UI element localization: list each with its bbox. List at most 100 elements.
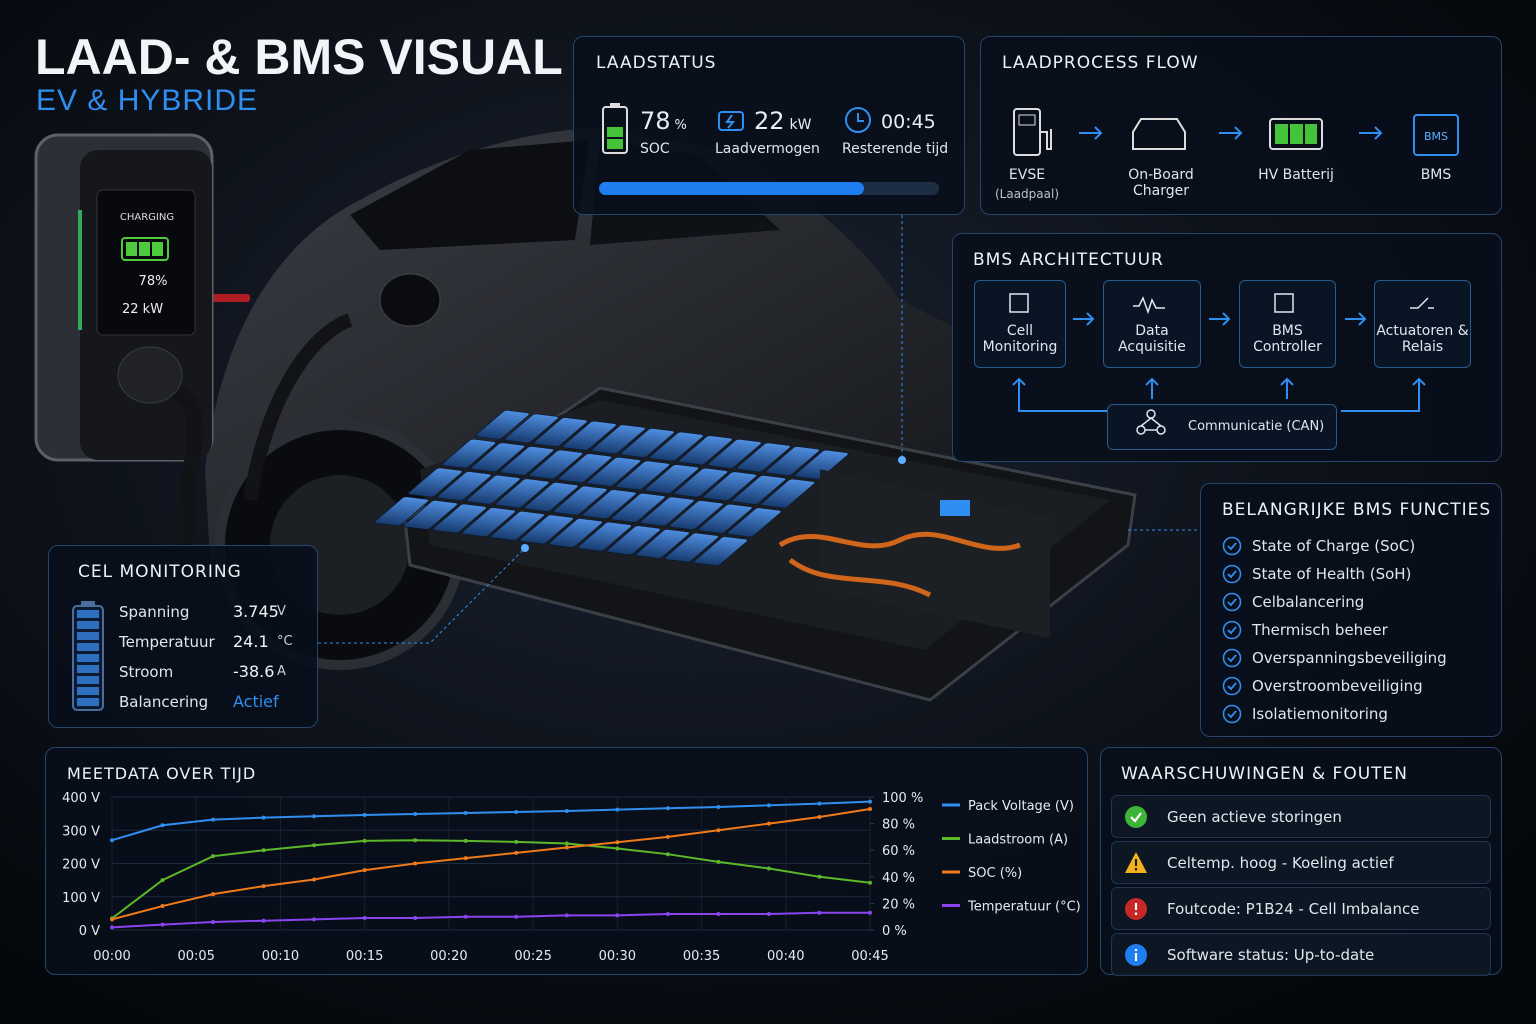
cell-row-unit: °C: [277, 634, 293, 649]
progress-bar: [599, 182, 865, 195]
screen-battery-cell: [126, 242, 137, 256]
check-icon-mark: [1227, 710, 1237, 719]
page-subtitle: EV & HYBRIDE: [36, 84, 259, 117]
arch-arrows: [1012, 312, 1426, 412]
charger-screen: [96, 189, 196, 336]
battery-cell: [490, 510, 546, 541]
battery-cell: [639, 496, 695, 527]
battery-cell: [726, 507, 782, 538]
check-icon-mark: [1227, 626, 1237, 635]
check-icon: [1222, 704, 1242, 724]
chart-title: MEETDATA OVER TIJD: [67, 764, 257, 783]
battery-cell: [794, 449, 850, 480]
warning-icon: [1125, 806, 1147, 828]
power-readout: 22 kW: [754, 107, 812, 135]
screen-battery: [121, 237, 169, 261]
warning-text: Software status: Up-to-date: [1167, 946, 1375, 964]
evse-icon: [1013, 108, 1041, 156]
flow-node-label: BMS: [1420, 167, 1452, 183]
plug: [117, 346, 183, 404]
check-icon-mark: [1227, 542, 1237, 551]
charge-port: [379, 273, 441, 327]
battery-cell: [523, 482, 579, 512]
flow-node-sublabel: (Laadpaal): [994, 187, 1060, 201]
cell-row-value: 24.1: [233, 632, 269, 651]
charger-status: CHARGING: [119, 212, 175, 223]
cell-icon-bar: [77, 676, 99, 684]
cell-row-value: Actief: [233, 692, 279, 711]
battery-cell: [697, 503, 753, 534]
battery-cell: [552, 485, 608, 516]
battery-cell: [548, 518, 604, 548]
function-item: Celbalancering: [1252, 593, 1365, 611]
battery-cell: [528, 449, 584, 480]
cell-icon-bar: [77, 621, 99, 629]
cell-row-unit: V: [277, 604, 286, 619]
cell-row-label: Spanning: [119, 603, 190, 621]
cell-icon-bar: [77, 687, 99, 695]
panel-title: BELANGRIJKE BMS FUNCTIES: [1222, 500, 1492, 520]
laadstatus-icons: [602, 103, 871, 154]
warning-icon: [1125, 898, 1147, 920]
battery-cell: [635, 529, 691, 559]
warnings-panel: WAARSCHUWINGEN & FOUTEN Geen actieve sto…: [1100, 747, 1502, 976]
evse-icon-cable: [1040, 129, 1052, 150]
icon-bg: [1125, 806, 1147, 828]
check-icon: [1222, 676, 1242, 696]
warning-row: Software status: Up-to-date: [1111, 933, 1491, 976]
battery-cell: [586, 456, 642, 487]
function-item: Overstroombeveiliging: [1252, 677, 1423, 695]
battery-cell: [557, 453, 613, 483]
battery-cell: [499, 446, 555, 476]
battery-cell: [403, 500, 459, 530]
check-icon-ring: [1222, 564, 1242, 584]
warning-row: Foutcode: P1B24 - Cell Imbalance: [1111, 887, 1491, 930]
panel-title: LAADSTATUS: [596, 53, 717, 73]
soc-value: 78: [640, 107, 671, 135]
battery-icon-level: [607, 139, 623, 149]
panel-title: LAADPROCESS FLOW: [1002, 53, 1199, 73]
battery-cell: [731, 475, 787, 505]
battery-cell: [649, 431, 705, 462]
coolant-pipe: [778, 531, 1021, 551]
power-icon-bolt: [725, 114, 736, 129]
time-value: 00:45: [881, 111, 936, 133]
function-item: Isolatiemonitoring: [1252, 705, 1388, 723]
clock-hands: [857, 113, 864, 122]
battery-cell: [432, 503, 488, 534]
arch-bus-label: Communicatie (CAN): [1188, 419, 1325, 434]
car-window: [350, 140, 590, 250]
check-icon: [1222, 648, 1242, 668]
cell-icon-bar: [77, 643, 99, 651]
check-icon: [1222, 592, 1242, 612]
power-icon: [718, 111, 744, 131]
cell-row-label: Temperatuur: [119, 633, 215, 651]
tail-light: [210, 294, 250, 302]
battery-icon-cell: [1305, 124, 1317, 144]
arch-bus: Communicatie (CAN): [1107, 404, 1337, 450]
cell-row-value: -38.6: [233, 662, 275, 681]
charger-led: [78, 210, 82, 330]
check-icon-ring: [1222, 592, 1242, 612]
arch-node-label: Cell Monitoring: [982, 323, 1058, 355]
evse-icon-screen: [1018, 114, 1036, 126]
battery-cell: [668, 500, 724, 530]
time-label: Resterende tijd: [842, 141, 949, 157]
progress-track: [599, 182, 939, 195]
check-icon-ring: [1222, 536, 1242, 556]
battery-icon-cell: [1290, 124, 1303, 144]
battery-cell: [436, 471, 492, 501]
battery-cell: [475, 410, 531, 440]
architecture-panel: BMS ARCHITECTUUR Cell Monitoring Data Ac…: [952, 233, 1502, 462]
battery-cell: [504, 413, 560, 444]
arrows: [1079, 126, 1383, 140]
coolant-pipe: [788, 557, 932, 598]
check-icon: [1222, 536, 1242, 556]
cell-row-unit: A: [277, 664, 286, 679]
cell-row-label: Balancering: [119, 693, 209, 711]
warning-text: Geen actieve storingen: [1167, 808, 1342, 826]
soc-unit: %: [674, 118, 687, 133]
battery-cell: [707, 439, 763, 469]
cell-icon-bar: [77, 610, 99, 618]
